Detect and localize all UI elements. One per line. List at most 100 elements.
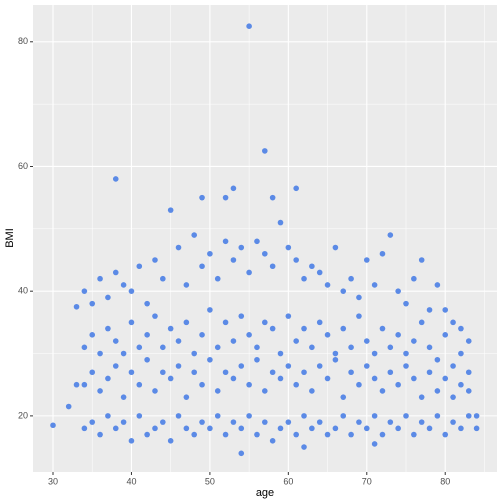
point: [356, 313, 362, 319]
point: [238, 313, 245, 319]
point: [403, 300, 409, 307]
point: [254, 356, 260, 363]
point: [387, 369, 394, 376]
point: [293, 381, 299, 388]
x-tick-label: 70: [362, 476, 372, 486]
point: [207, 250, 213, 257]
point: [128, 288, 135, 294]
point: [316, 363, 323, 369]
point: [128, 438, 135, 444]
point: [379, 250, 386, 257]
points: [50, 23, 480, 457]
point: [395, 288, 401, 294]
point: [136, 263, 143, 270]
point: [309, 388, 315, 394]
point: [309, 425, 315, 432]
point: [465, 388, 472, 394]
point: [128, 319, 135, 326]
point: [301, 444, 307, 450]
point: [183, 319, 190, 326]
point: [340, 394, 347, 400]
point: [230, 257, 237, 263]
point: [403, 363, 409, 369]
point: [395, 381, 401, 388]
point: [144, 431, 150, 438]
point: [363, 257, 370, 263]
point: [89, 300, 96, 307]
point: [199, 381, 205, 388]
y-tick-label: 40: [18, 286, 28, 296]
point: [167, 438, 174, 444]
point: [214, 344, 221, 351]
point: [97, 431, 103, 438]
point: [293, 257, 299, 263]
x-tick-label: 60: [283, 476, 293, 486]
y-tick-label: 60: [18, 161, 28, 171]
point: [167, 375, 174, 382]
point: [105, 325, 111, 332]
point: [363, 425, 370, 432]
point: [277, 219, 284, 226]
y-tick-label: 80: [18, 36, 28, 46]
point: [340, 325, 347, 332]
point: [301, 325, 307, 332]
point: [356, 419, 362, 425]
y-axis-title: BMI: [4, 228, 16, 248]
panel: [33, 5, 497, 472]
point: [458, 325, 464, 332]
point: [97, 350, 103, 357]
point: [230, 419, 237, 425]
point: [285, 419, 292, 425]
point: [418, 257, 425, 263]
point: [465, 338, 472, 344]
point: [269, 194, 276, 201]
point: [97, 388, 103, 394]
point: [191, 350, 198, 357]
point: [324, 332, 331, 338]
point: [458, 425, 464, 432]
point: [144, 356, 150, 363]
point: [465, 413, 472, 419]
point: [340, 413, 347, 419]
point: [309, 263, 315, 270]
point: [222, 194, 229, 201]
point: [222, 431, 229, 438]
point: [403, 413, 409, 419]
point: [371, 375, 378, 382]
point: [316, 419, 323, 425]
point: [191, 369, 198, 376]
point: [191, 431, 198, 438]
point: [230, 338, 237, 344]
point: [105, 413, 111, 419]
point: [199, 263, 205, 270]
point: [262, 250, 268, 257]
point: [442, 307, 449, 313]
point: [152, 257, 158, 263]
x-axis-title: age: [256, 487, 274, 499]
point: [160, 369, 166, 376]
point: [387, 419, 394, 425]
point: [395, 332, 401, 338]
point: [316, 269, 323, 276]
point: [434, 413, 441, 419]
point: [112, 425, 119, 432]
point: [458, 381, 464, 388]
y-tick-label: 20: [18, 410, 28, 420]
point: [426, 344, 433, 351]
point: [97, 275, 103, 282]
x-tick-label: 80: [440, 476, 450, 486]
point: [222, 238, 229, 245]
point: [207, 356, 213, 363]
point: [112, 363, 119, 369]
point: [473, 425, 480, 432]
point: [136, 344, 143, 351]
point: [199, 194, 205, 201]
point: [450, 363, 456, 369]
point: [81, 425, 88, 432]
point: [112, 338, 119, 344]
point: [160, 275, 166, 282]
point: [379, 431, 386, 438]
point: [309, 344, 315, 351]
point: [262, 148, 268, 154]
point: [136, 413, 143, 419]
